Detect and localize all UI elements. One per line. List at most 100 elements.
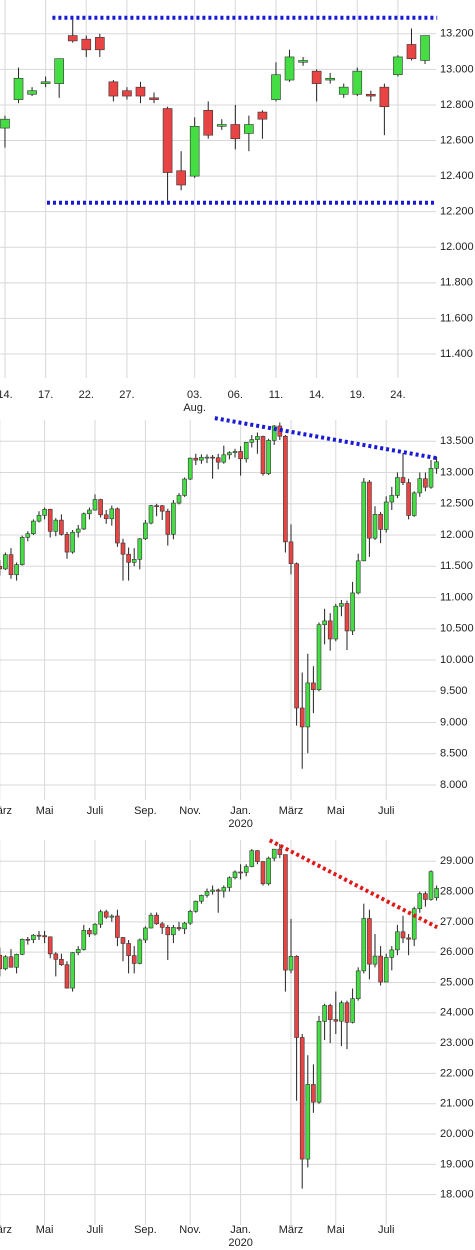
x-tick-label: März — [0, 1224, 12, 1236]
candle-body — [406, 937, 411, 940]
y-tick-label: 23.000 — [440, 1037, 474, 1049]
candle-body — [406, 44, 417, 60]
x-tick-label: März — [0, 805, 12, 817]
candle-body — [417, 893, 423, 910]
y-tick-label: 11.500 — [440, 560, 473, 572]
candle-body — [154, 505, 159, 507]
candle-body — [216, 124, 227, 127]
candle-body — [255, 850, 260, 862]
candle-body — [257, 111, 268, 120]
candle-body — [81, 930, 87, 950]
candle-body — [0, 118, 10, 129]
candle-body — [0, 565, 3, 570]
candle-body — [215, 889, 221, 892]
candle-body — [193, 457, 199, 461]
candle-body — [131, 559, 137, 563]
candle-body — [260, 861, 266, 885]
candle-body — [221, 454, 227, 463]
y-tick-label: 11.800 — [440, 277, 473, 289]
candle-body — [249, 439, 255, 443]
candle-body — [389, 949, 395, 958]
candle-body — [70, 952, 75, 989]
candle-body — [189, 125, 200, 177]
candle-body — [322, 620, 327, 626]
candle-body — [298, 60, 308, 63]
x-tick-label: Mai — [327, 1224, 345, 1236]
y-tick-label: 12.000 — [440, 241, 474, 253]
candle-body — [25, 938, 31, 941]
candle-body — [135, 86, 146, 97]
candle-body — [36, 934, 42, 937]
candle-body — [299, 1037, 305, 1160]
candle-body — [352, 70, 363, 95]
candle-body — [311, 1084, 316, 1103]
candle-body — [271, 848, 277, 859]
y-tick-label: 13.500 — [440, 435, 474, 447]
candle-body — [203, 109, 214, 136]
candle-body — [395, 931, 400, 951]
candle-body — [255, 436, 260, 440]
x-tick-label: 14. — [309, 389, 324, 401]
candle-body — [0, 954, 3, 970]
candle-body — [47, 936, 53, 955]
candle-body — [109, 915, 115, 918]
x-tick-label: Jan. — [230, 1224, 251, 1236]
candle-body — [42, 508, 47, 516]
y-tick-label: 20.000 — [440, 1128, 474, 1140]
candle-body — [243, 442, 249, 460]
x-tick-label: Juli — [378, 1224, 395, 1236]
candle-body — [204, 891, 210, 896]
candle-body — [327, 620, 333, 640]
candle-body — [423, 893, 428, 900]
y-tick-label: 11.000 — [440, 591, 473, 603]
candle-body — [36, 515, 42, 522]
candle-body — [283, 854, 288, 971]
candle-body — [199, 457, 204, 461]
x-tick-label: Sep. — [134, 805, 157, 817]
candle-body — [3, 554, 8, 570]
candle-body — [87, 509, 92, 515]
candle-body — [120, 937, 126, 944]
candle-body — [95, 37, 105, 51]
candle-body — [19, 537, 25, 565]
y-tick-label: 22.000 — [440, 1067, 474, 1079]
candle-body — [109, 508, 115, 520]
candle-body — [98, 911, 103, 925]
x-tick-label: 19. — [350, 389, 365, 401]
candle-body — [350, 998, 355, 1023]
y-tick-label: 28.000 — [440, 885, 474, 897]
candle-body — [271, 425, 277, 441]
candle-body — [355, 970, 361, 999]
candle-body — [400, 931, 406, 939]
candle-body — [434, 461, 439, 469]
y-tick-label: 18.000 — [440, 1189, 474, 1201]
x-tick-label: 24. — [390, 389, 405, 401]
candle-body — [143, 522, 148, 540]
trend-line — [214, 416, 438, 461]
candle-body — [53, 953, 59, 960]
candle-body — [108, 81, 119, 97]
candle-body — [176, 170, 186, 186]
candle-body — [406, 482, 411, 516]
y-tick-label: 27.000 — [440, 916, 474, 928]
candle-body — [42, 935, 47, 938]
candle-body — [54, 58, 64, 84]
candle-body — [59, 519, 64, 535]
candle-body — [420, 35, 430, 61]
x-tick-label: 11. — [269, 389, 283, 401]
candle-body — [266, 857, 271, 885]
candle-body — [19, 938, 25, 955]
candle-body — [271, 74, 281, 100]
candle-body — [103, 911, 109, 918]
candle-body — [8, 554, 14, 576]
candle-body — [325, 77, 335, 81]
candle-body — [176, 927, 182, 930]
candle-body — [131, 955, 137, 964]
y-tick-label: 8.500 — [440, 748, 468, 760]
candle-body — [159, 505, 165, 512]
candle-body — [182, 922, 187, 930]
candle-body — [283, 435, 288, 543]
candle-body — [305, 682, 311, 728]
candle-body — [126, 553, 131, 563]
candle-body — [31, 520, 36, 535]
